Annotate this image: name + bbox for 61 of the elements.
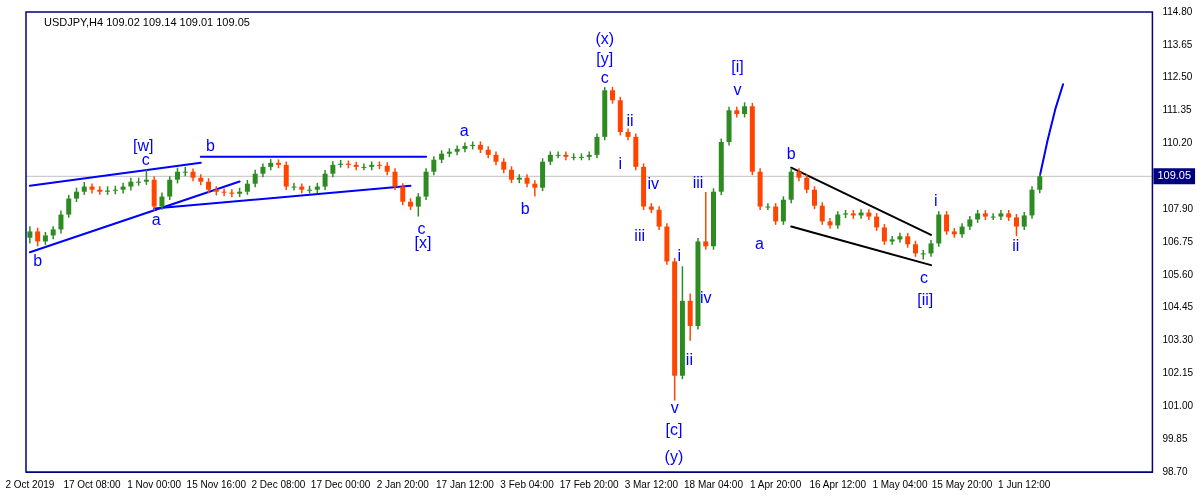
y-tick-label: 104.45 bbox=[1162, 301, 1194, 313]
y-tick-label: 103.30 bbox=[1162, 334, 1194, 346]
x-tick-label: 15 May 20:00 bbox=[931, 478, 993, 490]
annotation: ii bbox=[1012, 236, 1020, 254]
annotation: a bbox=[459, 121, 469, 139]
annotation: (x) bbox=[595, 30, 615, 48]
ref-line-label: 109.05 bbox=[1157, 169, 1192, 182]
x-tick-label: 2 Dec 08:00 bbox=[251, 478, 306, 490]
annotation: i bbox=[618, 155, 623, 173]
y-tick-label: 101.00 bbox=[1162, 400, 1194, 412]
annotation: b bbox=[206, 137, 216, 155]
x-tick-label: 2 Oct 2019 bbox=[5, 478, 55, 490]
x-tick-label: 17 Feb 20:00 bbox=[559, 478, 620, 490]
annotation: ii bbox=[626, 112, 634, 130]
annotation: ii bbox=[685, 350, 693, 368]
x-tick-label: 1 Nov 00:00 bbox=[127, 478, 182, 490]
annotation: [y] bbox=[596, 49, 614, 67]
annotation: i bbox=[677, 246, 682, 264]
annotation: [c] bbox=[665, 420, 683, 438]
annotation: [i] bbox=[731, 57, 744, 75]
annotation: iv bbox=[699, 289, 712, 307]
x-tick-label: 1 Apr 20:00 bbox=[750, 478, 802, 490]
x-tick-label: 3 Feb 04:00 bbox=[500, 478, 555, 490]
y-tick-label: 114.80 bbox=[1162, 5, 1193, 17]
y-tick-label: 105.60 bbox=[1162, 268, 1194, 280]
annotation: iv bbox=[647, 174, 660, 192]
y-tick-label: 111.35 bbox=[1162, 104, 1192, 116]
x-tick-label: 15 Nov 16:00 bbox=[186, 478, 247, 490]
annotation: b bbox=[786, 145, 796, 163]
annotation: a bbox=[151, 210, 161, 228]
annotation: c bbox=[600, 68, 609, 86]
annotation: iii bbox=[634, 226, 646, 244]
x-tick-label: 17 Jan 12:00 bbox=[436, 478, 495, 490]
y-tick-label: 99.85 bbox=[1162, 432, 1188, 444]
y-tick-label: 112.50 bbox=[1162, 71, 1193, 83]
x-tick-label: 17 Oct 08:00 bbox=[63, 478, 122, 490]
annotation: v bbox=[670, 398, 679, 416]
y-tick-label: 102.15 bbox=[1162, 367, 1194, 379]
annotation: [ii] bbox=[917, 291, 934, 309]
annotation: c bbox=[920, 268, 929, 286]
x-tick-label: 17 Dec 00:00 bbox=[310, 478, 371, 490]
y-tick-label: 113.65 bbox=[1162, 38, 1193, 50]
annotation: [w] bbox=[133, 136, 154, 154]
annotation: b bbox=[33, 251, 43, 269]
annotation: i bbox=[933, 192, 938, 210]
annotation: v bbox=[733, 80, 742, 98]
y-tick-label: 110.20 bbox=[1162, 137, 1193, 149]
y-tick-label: 98.70 bbox=[1162, 465, 1188, 477]
x-tick-label: 1 Jun 12:00 bbox=[998, 478, 1051, 490]
y-tick-label: 106.75 bbox=[1162, 235, 1194, 247]
y-tick-label: 107.90 bbox=[1162, 202, 1194, 214]
x-tick-label: 16 Apr 12:00 bbox=[809, 478, 867, 490]
annotation: a bbox=[754, 234, 764, 252]
x-tick-label: 3 Mar 12:00 bbox=[624, 478, 679, 490]
x-tick-label: 2 Jan 20:00 bbox=[376, 478, 430, 490]
x-tick-label: 18 Mar 04:00 bbox=[684, 478, 744, 490]
x-tick-label: 1 May 04:00 bbox=[872, 478, 928, 490]
annotation: b bbox=[520, 199, 530, 217]
annotation: iii bbox=[692, 174, 704, 192]
chart-title: USDJPY,H4 109.02 109.14 109.01 109.05 bbox=[44, 16, 250, 29]
annotation: (y) bbox=[664, 447, 684, 465]
